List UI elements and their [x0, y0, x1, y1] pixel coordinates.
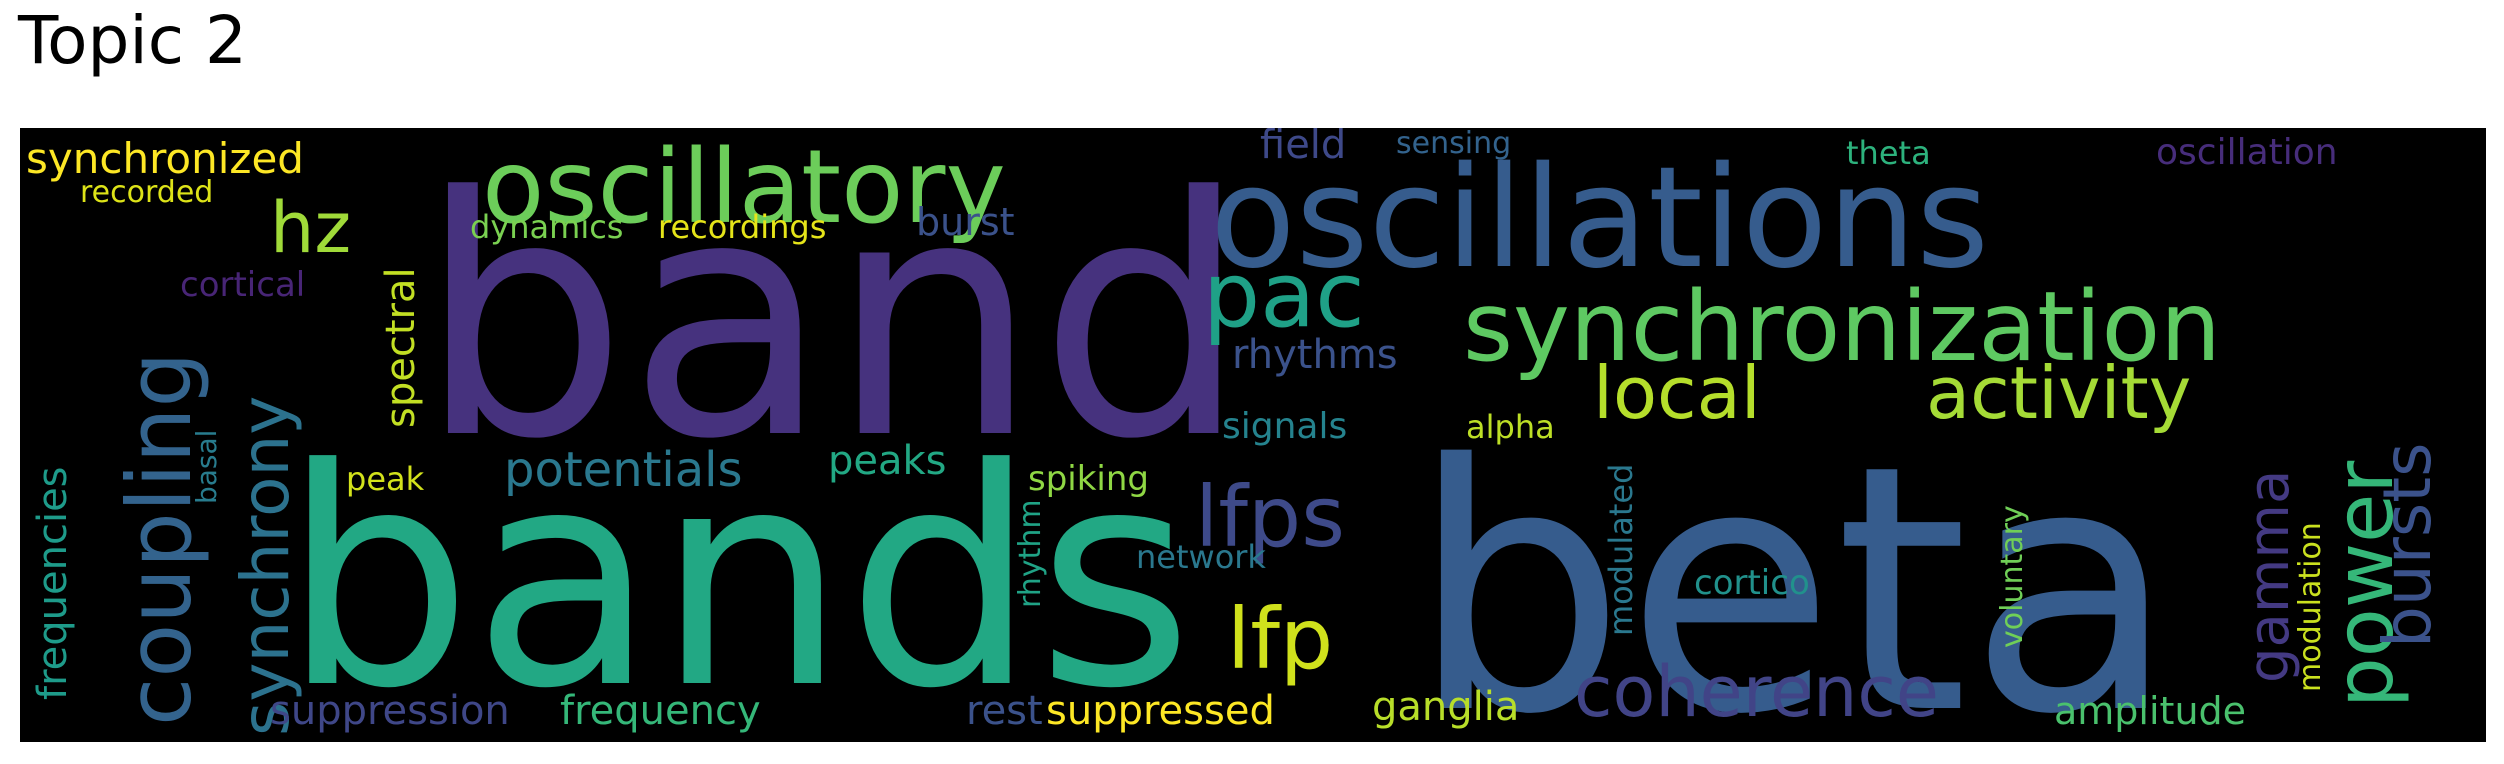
word-oscillation: oscillation [2156, 132, 2338, 173]
word-modulation: modulation [2293, 522, 2328, 692]
word-alpha: alpha [1466, 408, 1555, 446]
word-spiking: spiking [1028, 459, 1149, 499]
word-coupling: coupling [108, 352, 211, 726]
word-cortical: cortical [180, 265, 305, 305]
word-coherence: coherence [1574, 651, 1939, 733]
word-bursts: bursts [2369, 442, 2446, 648]
word-suppression: suppression [270, 688, 510, 734]
word-local: local [1593, 351, 1761, 435]
word-synchronization: synchronization [1463, 271, 2221, 383]
word-voluntary: voluntary [1995, 505, 2030, 648]
word-field: field [1260, 128, 1346, 168]
word-gamma: gamma [2237, 470, 2302, 683]
word-burst: burst [916, 200, 1015, 244]
figure-title: Topic 2 [18, 2, 247, 79]
word-network: network [1136, 538, 1266, 576]
word-lfp: lfp [1227, 590, 1333, 688]
word-lfps: lfps [1195, 468, 1345, 566]
word-frequency: frequency [560, 688, 761, 734]
word-recorded: recorded [80, 175, 213, 210]
word-suppressed: suppressed [1046, 688, 1275, 734]
word-dynamics: dynamics [470, 208, 623, 246]
word-hz: hz [270, 187, 351, 269]
word-oscillatory: oscillatory [482, 128, 1006, 247]
word-basal: basal [190, 430, 223, 504]
word-cloud: band bands beta oscillations oscillatory sync… [20, 128, 2486, 742]
word-amplitude: amplitude [2054, 689, 2246, 733]
word-cortico: cortico [1694, 563, 1810, 603]
word-spectral: spectral [378, 267, 424, 428]
word-peaks: peaks [828, 438, 947, 484]
word-modulated: modulated [1602, 464, 1640, 636]
word-beta: beta [1410, 393, 2177, 742]
word-ganglia: ganglia [1372, 684, 1519, 730]
word-potentials: potentials [504, 442, 743, 498]
word-signals: signals [1222, 406, 1347, 447]
word-sensing: sensing [1396, 128, 1511, 161]
word-synchrony: synchrony [227, 396, 304, 736]
word-band: band [418, 128, 1248, 511]
word-oscillations: oscillations [1210, 137, 1989, 300]
word-power: power [2318, 461, 2411, 708]
word-rhythm: rhythm [1013, 499, 1048, 608]
word-theta: theta [1846, 134, 1931, 172]
word-peak: peak [346, 460, 425, 498]
word-synchronized: synchronized [26, 134, 304, 183]
word-recordings: recordings [658, 208, 826, 246]
word-activity: activity [1926, 351, 2191, 435]
word-rhythms: rhythms [1232, 332, 1398, 378]
word-frequencies: frequencies [30, 466, 76, 700]
word-bands: bands [282, 405, 1193, 742]
word-pac: pac [1203, 243, 1365, 348]
word-rest: rest [966, 688, 1043, 734]
